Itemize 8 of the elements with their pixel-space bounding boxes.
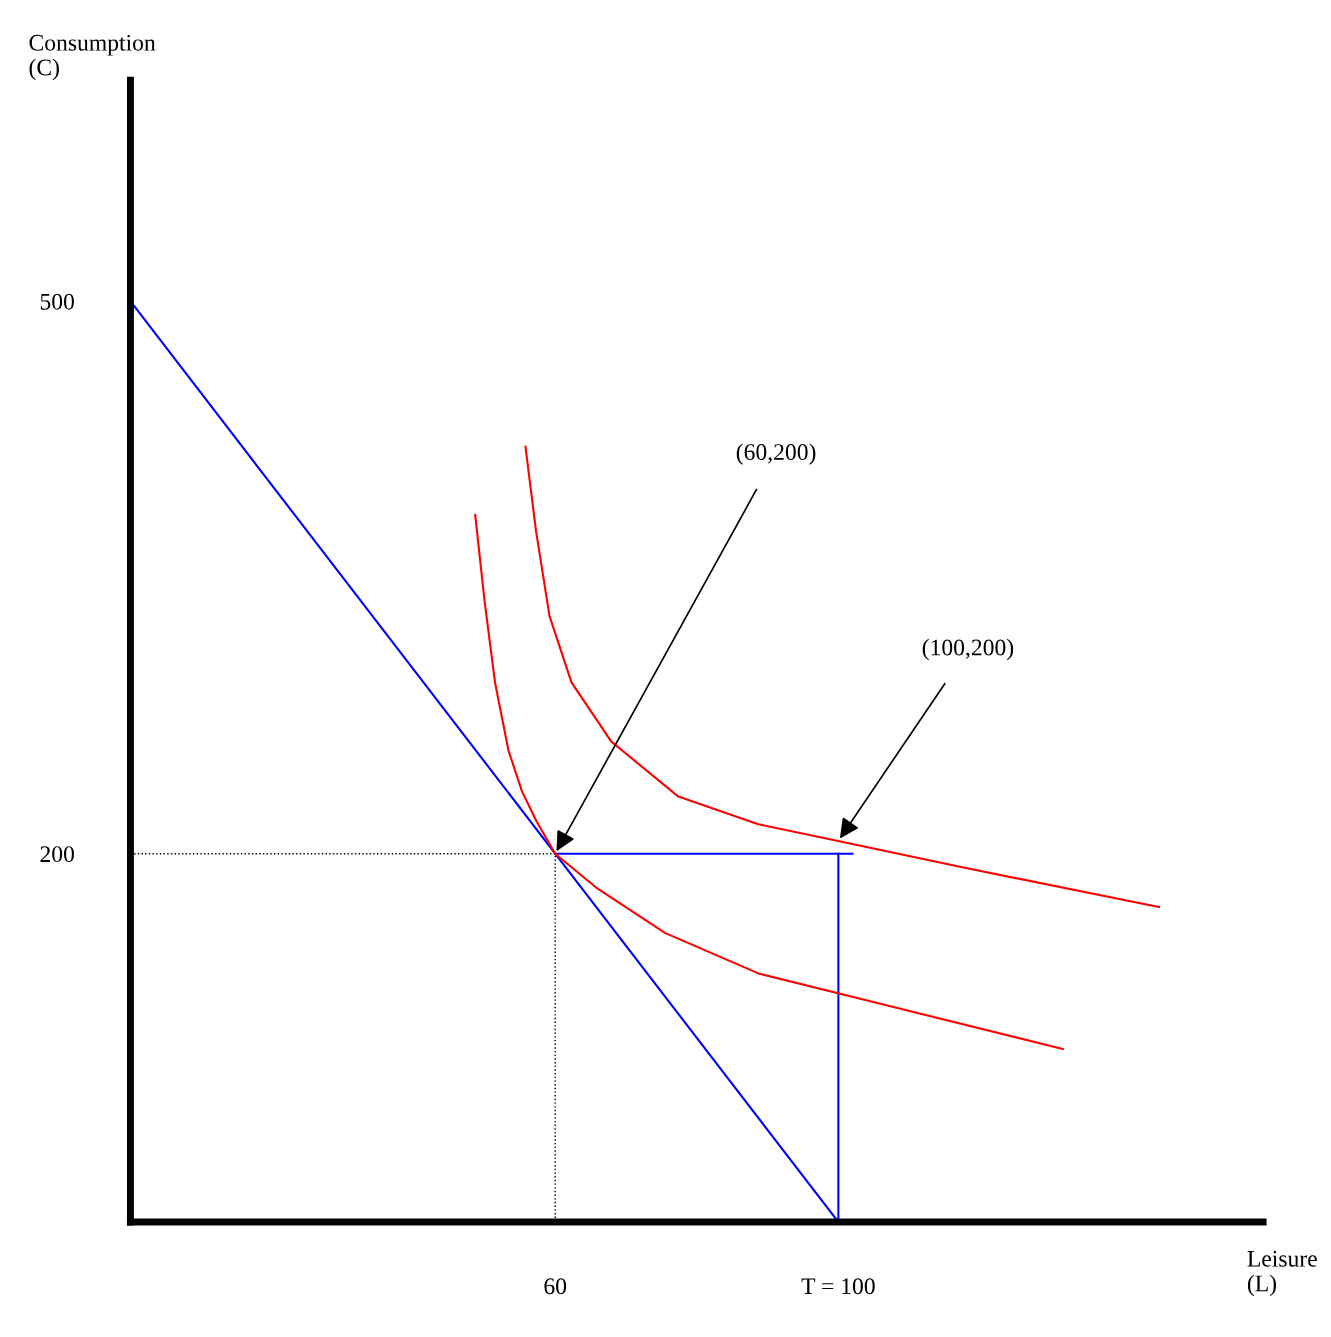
- y-axis-title: Consumption (C): [29, 34, 156, 81]
- y-tick-label: 500: [40, 293, 74, 310]
- x-tick-label: T = 100: [801, 1278, 875, 1295]
- x-tick-label: 60: [544, 1278, 567, 1295]
- y-tick-label: 200: [40, 846, 74, 863]
- annotation: (100,200): [922, 638, 1014, 661]
- x-axis-title: Leisure (L): [1247, 1250, 1317, 1297]
- annotation: (60,200): [736, 443, 816, 465]
